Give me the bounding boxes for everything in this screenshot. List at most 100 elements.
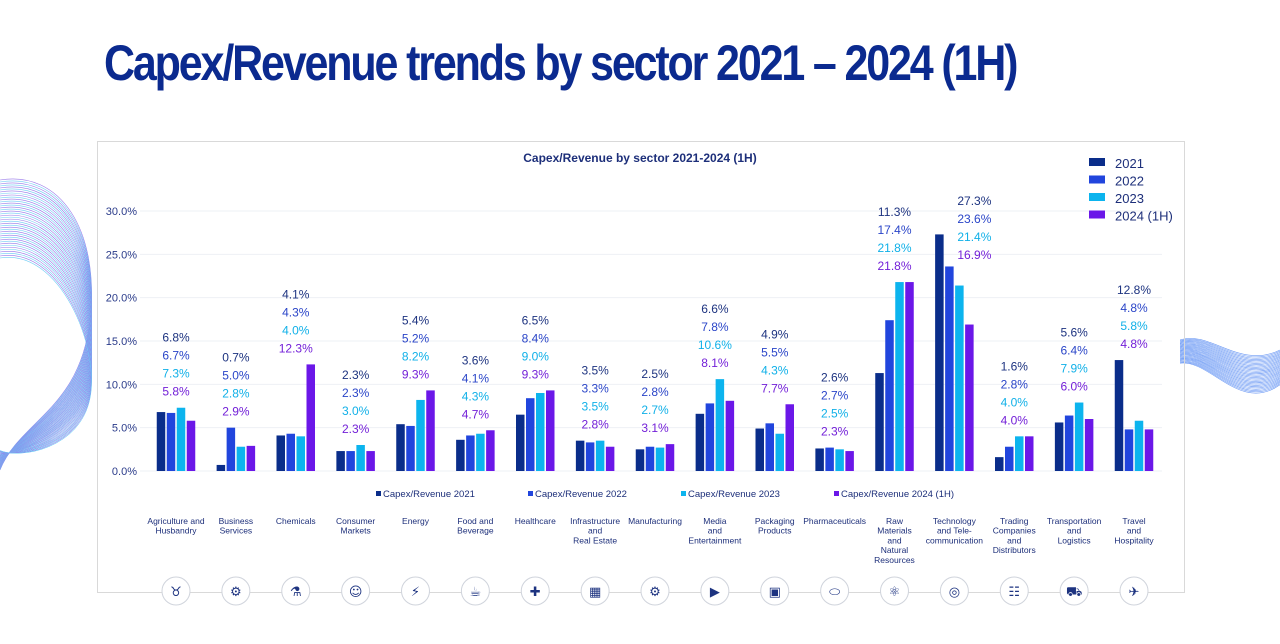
bottom-legend-swatch	[376, 491, 381, 496]
data-label: 6.5%	[522, 313, 550, 327]
legend-label: 2024 (1H)	[1115, 209, 1173, 224]
y-tick-label: 20.0%	[106, 293, 137, 305]
data-label: 11.3%	[878, 205, 911, 219]
data-label: 21.4%	[957, 230, 991, 244]
bar-2024-1h--14	[1025, 436, 1034, 471]
bar-2023-6	[536, 393, 545, 471]
bar-2024-1h--10	[785, 404, 794, 471]
bar-2024-1h--0	[186, 420, 196, 471]
data-label: 23.6%	[957, 212, 991, 226]
bar-2021-1	[216, 464, 226, 471]
data-label: 4.3%	[282, 305, 310, 319]
data-label: 6.4%	[1060, 344, 1088, 358]
camera-icon: ▶	[710, 585, 720, 600]
bar-2022-8	[645, 446, 655, 471]
bar-2023-7	[595, 440, 605, 471]
bar-2021-11	[815, 448, 824, 471]
data-label: 6.8%	[162, 331, 190, 345]
health-hand-icon-circle	[520, 576, 550, 606]
decorative-wave-right	[1180, 338, 1280, 394]
bar-2022-15	[1064, 415, 1074, 471]
data-label: 3.0%	[342, 404, 370, 418]
chart-title: Capex/Revenue by sector 2021-2024 (1H)	[523, 151, 756, 165]
legend-label: 2021	[1115, 156, 1144, 171]
data-label: 6.7%	[162, 349, 190, 363]
box-icon: ▣	[769, 585, 781, 600]
bar-2023-15	[1074, 402, 1084, 471]
data-label: 21.8%	[877, 259, 911, 273]
category-label: Manufacturing	[628, 516, 682, 526]
bottom-legend-label: Capex/Revenue 2022	[535, 489, 627, 500]
bar-2024-1h--13	[965, 324, 974, 471]
data-label: 2.7%	[641, 403, 669, 417]
data-label: 4.7%	[462, 407, 490, 421]
category-label: Technology and Tele-communication	[926, 516, 983, 545]
data-label: 3.3%	[581, 382, 609, 396]
data-label: 4.9%	[761, 327, 789, 341]
data-label: 12.8%	[1117, 283, 1151, 297]
truck-icon-circle	[1059, 576, 1089, 606]
category-label: Chemicals	[276, 516, 316, 526]
bar-2024-1h--12	[905, 282, 914, 471]
y-tick-label: 0.0%	[112, 466, 137, 478]
category-label: Packaging Products	[755, 516, 795, 536]
category-label: Consumer Markets	[336, 516, 375, 536]
category-label: Travel and Hospitality	[1114, 516, 1154, 545]
data-label: 4.0%	[1001, 413, 1029, 427]
bar-2022-12	[885, 320, 894, 471]
data-label: 1.6%	[1001, 359, 1029, 373]
bar-2021-8	[635, 449, 645, 471]
health-hand-icon: ✚	[530, 585, 541, 600]
bar-2023-12	[895, 282, 904, 471]
bar-2023-0	[176, 407, 186, 471]
data-label: 2.8%	[222, 387, 250, 401]
data-label: 10.6%	[698, 338, 732, 352]
data-label: 4.3%	[761, 363, 789, 377]
bar-2024-1h--5	[486, 430, 495, 471]
bar-2021-15	[1054, 422, 1064, 471]
building-icon-circle	[580, 576, 610, 606]
bottom-legend-swatch	[681, 491, 686, 496]
data-label: 6.0%	[1060, 380, 1088, 394]
flask-icon-circle	[281, 576, 311, 606]
data-label: 12.3%	[279, 341, 313, 355]
bar-2021-2	[276, 435, 285, 471]
shopper-icon: ☺	[349, 585, 363, 600]
legend-label: 2022	[1115, 174, 1144, 189]
bar-2022-10	[765, 423, 774, 471]
data-label: 2.3%	[342, 368, 370, 382]
category-label: Pharmaceuticals	[803, 516, 866, 526]
category-label: Energy	[402, 516, 430, 526]
bar-2024-1h--11	[845, 451, 854, 471]
category-label: Food and Beverage	[457, 516, 494, 536]
box-icon-circle	[760, 576, 790, 606]
gear-icon-circle	[640, 576, 670, 606]
category-label: Raw Materials and Natural Resources	[874, 516, 915, 565]
category-label: Infrastructure and Real Estate	[570, 516, 620, 545]
data-label: 9.3%	[402, 367, 430, 381]
data-label: 2.3%	[342, 386, 370, 400]
bar-2024-1h--2	[306, 364, 315, 471]
data-label: 0.7%	[222, 351, 250, 365]
bottom-legend-swatch	[834, 491, 839, 496]
decorative-wave-left	[0, 178, 92, 471]
data-label: 4.0%	[1001, 395, 1029, 409]
bar-2023-1	[236, 446, 246, 471]
shopper-icon-circle	[341, 576, 371, 606]
data-label: 3.5%	[581, 400, 609, 414]
energy-icon: ⚡	[411, 585, 420, 600]
energy-icon-circle	[401, 576, 430, 606]
legend-swatch	[1089, 210, 1105, 219]
category-label: Trading Companies and Distributors	[993, 516, 1036, 555]
bottom-legend-label: Capex/Revenue 2023	[688, 489, 780, 500]
data-label: 2.3%	[342, 422, 370, 436]
bar-2021-6	[516, 414, 525, 471]
data-label: 4.3%	[462, 389, 490, 403]
data-label: 2.6%	[821, 371, 849, 385]
data-label: 2.3%	[821, 425, 849, 439]
bar-2024-1h--4	[426, 390, 435, 471]
data-label: 3.1%	[641, 421, 669, 435]
bar-2022-0	[166, 412, 176, 471]
data-label: 7.8%	[701, 320, 729, 334]
category-label: Media and Entertainment	[688, 516, 742, 545]
